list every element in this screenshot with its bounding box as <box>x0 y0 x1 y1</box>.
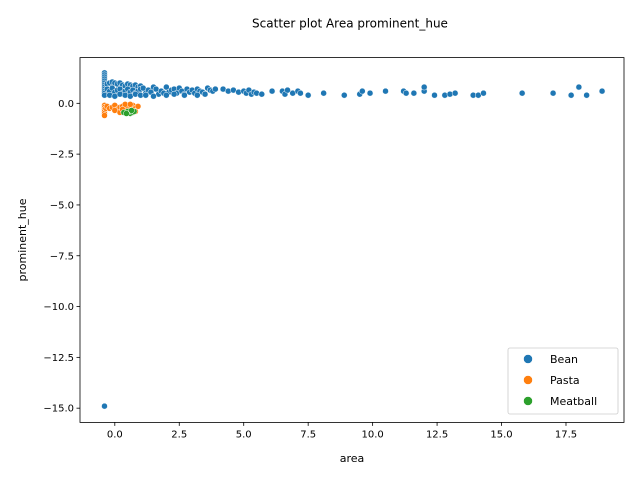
y-tick-label: −2.5 <box>50 150 74 161</box>
y-axis-label: prominent_hue <box>16 198 29 281</box>
points-layer <box>101 69 606 410</box>
data-point <box>359 87 366 95</box>
data-point <box>268 87 276 95</box>
x-tick-label: 0.0 <box>107 429 123 440</box>
data-point <box>194 91 201 99</box>
y-tick-label: −7.5 <box>50 251 74 262</box>
plot-area <box>79 57 625 423</box>
data-point <box>101 112 108 119</box>
data-point <box>567 91 575 99</box>
data-point <box>402 89 410 97</box>
data-point <box>258 90 266 98</box>
legend-marker-pasta <box>523 375 533 385</box>
x-tick-label: 2.5 <box>171 429 187 440</box>
data-point <box>101 402 108 410</box>
data-point <box>518 89 526 97</box>
data-point <box>297 89 304 97</box>
data-point <box>170 90 178 98</box>
axes-frame <box>79 57 625 423</box>
data-point <box>420 83 428 91</box>
legend-marker-bean <box>523 354 533 364</box>
legend-label-bean: Bean <box>550 353 578 366</box>
data-point <box>410 89 418 97</box>
data-point <box>583 91 590 99</box>
y-tick-label: 0.0 <box>58 99 74 110</box>
data-point <box>123 110 130 117</box>
x-tick-label: 12.5 <box>426 429 448 440</box>
data-point <box>598 87 606 95</box>
data-point <box>163 91 170 99</box>
data-point <box>128 107 135 114</box>
data-point <box>382 87 389 95</box>
data-point <box>142 91 149 99</box>
data-point <box>284 86 291 94</box>
data-point <box>431 91 438 99</box>
data-point <box>134 103 142 110</box>
y-tick-label: −10.0 <box>43 302 74 313</box>
data-point <box>150 92 157 100</box>
x-tick-label: 17.5 <box>555 429 577 440</box>
legend-box <box>507 347 619 415</box>
chart-title: Scatter plot Area prominent_hue <box>252 17 448 31</box>
data-point <box>480 89 487 97</box>
x-tick-label: 10.0 <box>361 429 383 440</box>
x-axis-label: area <box>340 452 365 465</box>
data-point <box>163 83 170 91</box>
legend-items: Bean Pasta Meatball <box>523 353 597 408</box>
data-point <box>212 85 219 93</box>
data-point <box>304 91 312 99</box>
y-tick-label: −15.0 <box>43 404 74 415</box>
series-meatball <box>120 107 138 117</box>
data-point <box>181 91 188 99</box>
data-point <box>549 89 557 97</box>
x-tick-label: 15.0 <box>490 429 512 440</box>
legend-marker-meatball <box>523 396 533 406</box>
x-tick-label: 5.0 <box>236 429 252 440</box>
data-point <box>127 101 134 108</box>
y-tick-label: −12.5 <box>43 353 74 364</box>
data-point <box>341 91 348 99</box>
legend: Bean Pasta Meatball <box>507 347 619 415</box>
data-point <box>366 89 374 97</box>
data-point <box>320 89 327 97</box>
series-bean <box>101 69 606 410</box>
data-point <box>201 90 209 98</box>
data-point <box>451 89 459 97</box>
y-axis-ticks: 0.0 −2.5 −5.0 −7.5 −10.0 −12.5 −15.0 <box>43 99 80 415</box>
data-point <box>575 83 583 91</box>
x-tick-label: 7.5 <box>300 429 316 440</box>
legend-label-pasta: Pasta <box>550 374 580 387</box>
y-tick-label: −5.0 <box>50 200 74 211</box>
x-axis-ticks: 0.0 2.5 5.0 7.5 10.0 12.5 15.0 17.5 <box>107 422 577 440</box>
legend-label-meatball: Meatball <box>550 395 597 408</box>
